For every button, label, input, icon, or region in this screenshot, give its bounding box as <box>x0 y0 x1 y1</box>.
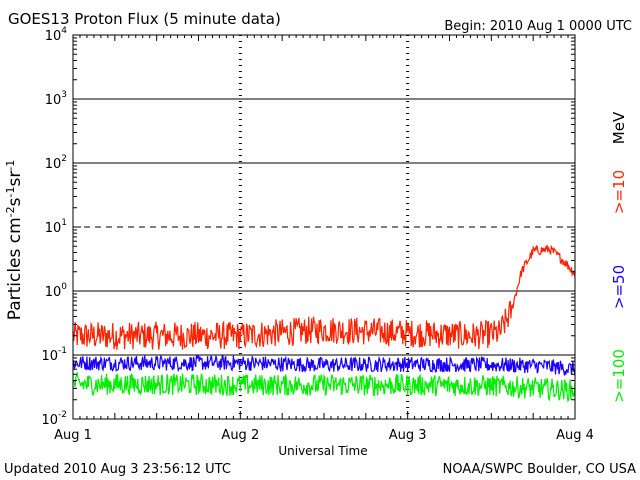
series-line <box>72 244 576 350</box>
legend-item: >=50 <box>610 265 628 309</box>
y-tick-label: 100 <box>45 282 68 300</box>
grid-lines <box>73 35 575 419</box>
y-tick-label: 101 <box>45 218 67 236</box>
legend-item: >=100 <box>610 349 628 403</box>
y-tick-label: 104 <box>45 26 68 44</box>
legend-item: >=10 <box>610 170 628 214</box>
y-tick-label: 102 <box>45 154 67 172</box>
x-tick-label: Aug 2 <box>221 428 259 443</box>
chart-title: GOES13 Proton Flux (5 minute data) <box>8 10 281 28</box>
x-axis-title: Universal Time <box>278 444 367 458</box>
x-tick-label: Aug 1 <box>54 428 92 443</box>
x-tick-label: Aug 4 <box>556 428 594 443</box>
x-axis: Aug 1 Aug 2 Aug 3 Aug 4 <box>54 35 594 443</box>
updated-time: Updated 2010 Aug 3 23:56:12 UTC <box>4 462 231 477</box>
legend-unit: MeV <box>610 111 628 144</box>
y-axis: 10-2 10-1 100 101 102 103 104 <box>41 26 575 428</box>
y-tick-label: 103 <box>45 90 67 108</box>
y-tick-label: 10-1 <box>41 346 67 364</box>
legend: MeV >=10 >=50 >=100 <box>610 111 628 403</box>
begin-time: Begin: 2010 Aug 1 0000 UTC <box>444 19 632 34</box>
x-tick-label: Aug 3 <box>389 428 427 443</box>
series-layer <box>72 244 576 403</box>
credit: NOAA/SWPC Boulder, CO USA <box>443 462 636 477</box>
y-axis-title: Particles cm-2s-1sr-1 <box>4 160 25 321</box>
y-tick-label: 10-2 <box>41 410 67 428</box>
series-line <box>72 353 576 376</box>
series-line <box>72 371 576 403</box>
